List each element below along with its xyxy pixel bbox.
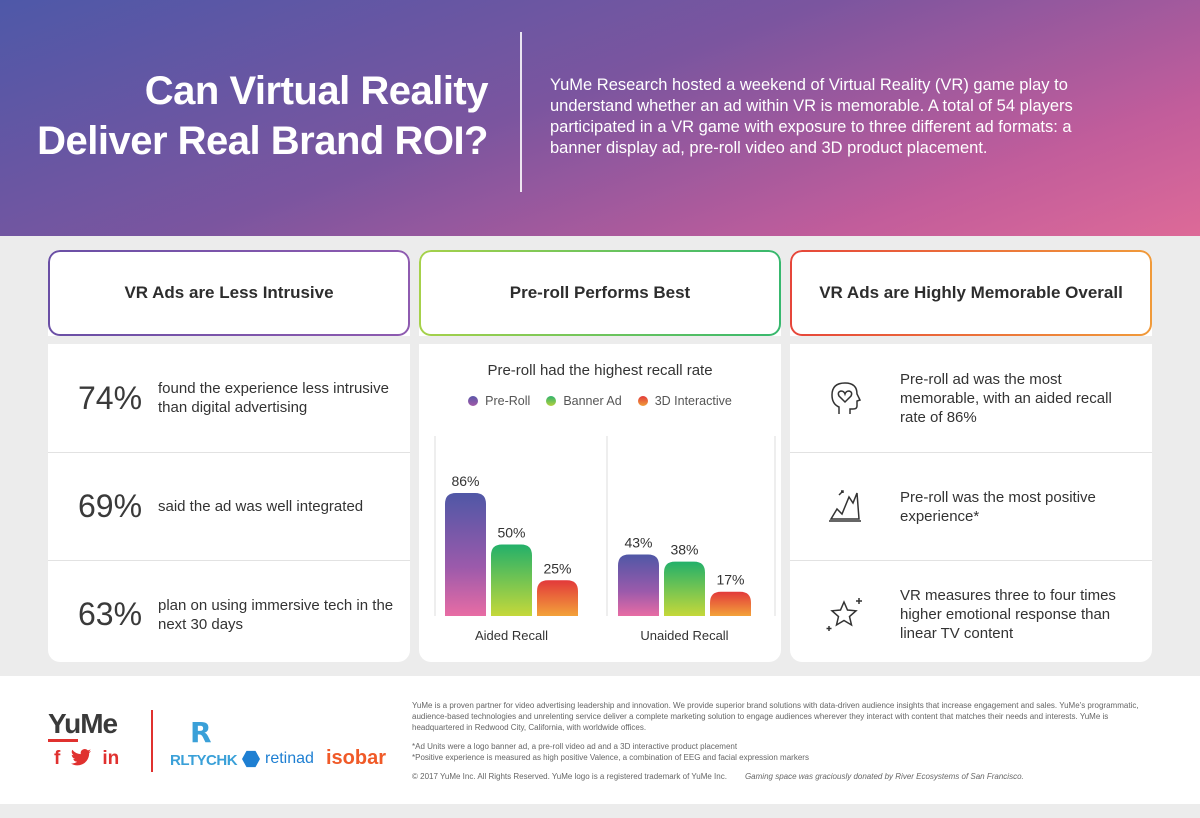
memorable-row: Pre-roll ad was the most memorable, with…: [790, 344, 1152, 452]
social-links: f in: [54, 748, 119, 774]
memorable-row: VR measures three to four times higher e…: [790, 560, 1152, 662]
legend-label: Pre-Roll: [485, 394, 531, 408]
chart-bar: [491, 544, 532, 616]
page-title: Can Virtual Reality Deliver Real Brand R…: [18, 66, 488, 166]
memorable-row: Pre-roll was the most positive experienc…: [790, 452, 1152, 560]
chart-bar: [445, 493, 486, 616]
stat-description: plan on using immersive tech in the next…: [158, 596, 394, 633]
facebook-icon[interactable]: f: [54, 748, 61, 769]
yume-logo[interactable]: YuMe: [48, 708, 118, 739]
credit: Gaming space was graciously donated by R…: [744, 772, 1024, 781]
intro-text: YuMe Research hosted a weekend of Virtua…: [550, 76, 1073, 157]
category-label: Aided Recall: [475, 628, 548, 643]
recall-bar-chart: 86% 50% 25% Aided Recall 43% 38% 17% Unaided Re…: [434, 436, 776, 643]
stat-percent: 63%: [78, 596, 143, 632]
linkedin-icon[interactable]: in: [102, 748, 120, 769]
memorable-text: VR measures three to four times higher e…: [900, 587, 1116, 642]
card-title: VR Ads are Highly Memorable Overall: [792, 252, 1150, 334]
note-ad-units: *Ad Units were a logo banner ad, a pre-r…: [412, 742, 738, 751]
retinad-label: retinad: [265, 750, 314, 767]
card-preroll-performs: Pre-roll Performs Best Pre-roll had the …: [419, 250, 781, 662]
card-gap: [419, 336, 781, 344]
fine-print: YuMe is a proven partner for video adver…: [412, 700, 1162, 782]
stat-percent: 69%: [78, 488, 143, 524]
stat-percent: 74%: [78, 379, 143, 416]
legend-label: Banner Ad: [563, 394, 622, 408]
bar-value-label: 86%: [451, 473, 479, 489]
chart-bar: [710, 591, 751, 616]
legend-dot: [546, 396, 557, 406]
footer-divider: [151, 710, 153, 772]
legend-item: Pre-Roll: [468, 394, 530, 408]
chart-bar: [664, 561, 705, 616]
rltychk-logo: RLTYCHK: [170, 752, 238, 769]
legend-label: 3D Interactive: [654, 394, 732, 408]
bar-value-label: 43%: [624, 535, 652, 551]
chart-bar: [618, 554, 659, 616]
retinad-logo: retinad: [242, 750, 314, 768]
positive-graph-icon: [790, 487, 900, 527]
footer: YuMe f in R RLTYCHK retinad isobar YuMe …: [0, 676, 1200, 804]
chart-bar: [537, 580, 578, 616]
copyright: © 2017 YuMe Inc. All Rights Reserved. Yu…: [412, 772, 727, 781]
card-header-border: VR Ads are Highly Memorable Overall: [790, 250, 1152, 336]
chart-title: Pre-roll had the highest recall rate: [487, 362, 713, 379]
card-header-border: Pre-roll Performs Best: [419, 250, 781, 336]
logo-underline: [48, 739, 78, 742]
stat-row: 69% said the ad was well integrated: [48, 452, 410, 560]
legend-item: Banner Ad: [546, 394, 622, 408]
stat-row: 74% found the experience less intrusive …: [48, 344, 410, 452]
about-text: YuMe is a proven partner for video adver…: [412, 701, 1139, 732]
card-title: VR Ads are Less Intrusive: [50, 252, 408, 334]
bar-value-label: 50%: [497, 525, 525, 541]
header-banner: Can Virtual Reality Deliver Real Brand R…: [0, 0, 1200, 236]
card-less-intrusive: VR Ads are Less Intrusive 74% found the …: [48, 250, 410, 662]
note-positive: *Positive experience is measured as high…: [412, 753, 809, 762]
stat-description: found the experience less intrusive than…: [158, 380, 389, 416]
star-sparkle-icon: [790, 594, 900, 636]
card-gap: [790, 336, 1152, 344]
category-label: Unaided Recall: [640, 628, 728, 643]
memorable-text: Pre-roll ad was the most memorable, with…: [900, 370, 1112, 426]
title-line-1: Can Virtual Reality: [144, 69, 489, 113]
card-highly-memorable: VR Ads are Highly Memorable Overall Pre-…: [790, 250, 1152, 662]
partner-logos: R RLTYCHK retinad isobar: [170, 716, 390, 776]
rltychk-mark: R: [190, 716, 212, 749]
chart-legend: Pre-Roll Banner Ad 3D Interactive: [419, 394, 781, 408]
header-divider: [520, 32, 522, 192]
card-title: Pre-roll Performs Best: [421, 252, 779, 334]
copyright-line: © 2017 YuMe Inc. All Rights Reserved. Yu…: [412, 771, 1162, 782]
memorable-text: Pre-roll was the most positive experienc…: [900, 488, 1096, 525]
stat-description: said the ad was well integrated: [158, 498, 364, 515]
legend-dot: [637, 396, 648, 406]
head-heart-icon: [790, 378, 900, 418]
twitter-icon[interactable]: [70, 748, 92, 774]
legend-dot: [468, 396, 479, 406]
card-header-border: VR Ads are Less Intrusive: [48, 250, 410, 336]
legend-item: 3D Interactive: [637, 394, 732, 408]
title-line-2: Deliver Real Brand ROI?: [37, 119, 488, 163]
isobar-logo: isobar: [326, 747, 387, 769]
stat-row: 63% plan on using immersive tech in the …: [48, 560, 410, 662]
card-gap: [48, 336, 410, 344]
bar-value-label: 17%: [716, 572, 744, 588]
bar-value-label: 25%: [543, 560, 571, 576]
bar-value-label: 38%: [670, 542, 698, 558]
hexagon-icon: [242, 750, 260, 768]
